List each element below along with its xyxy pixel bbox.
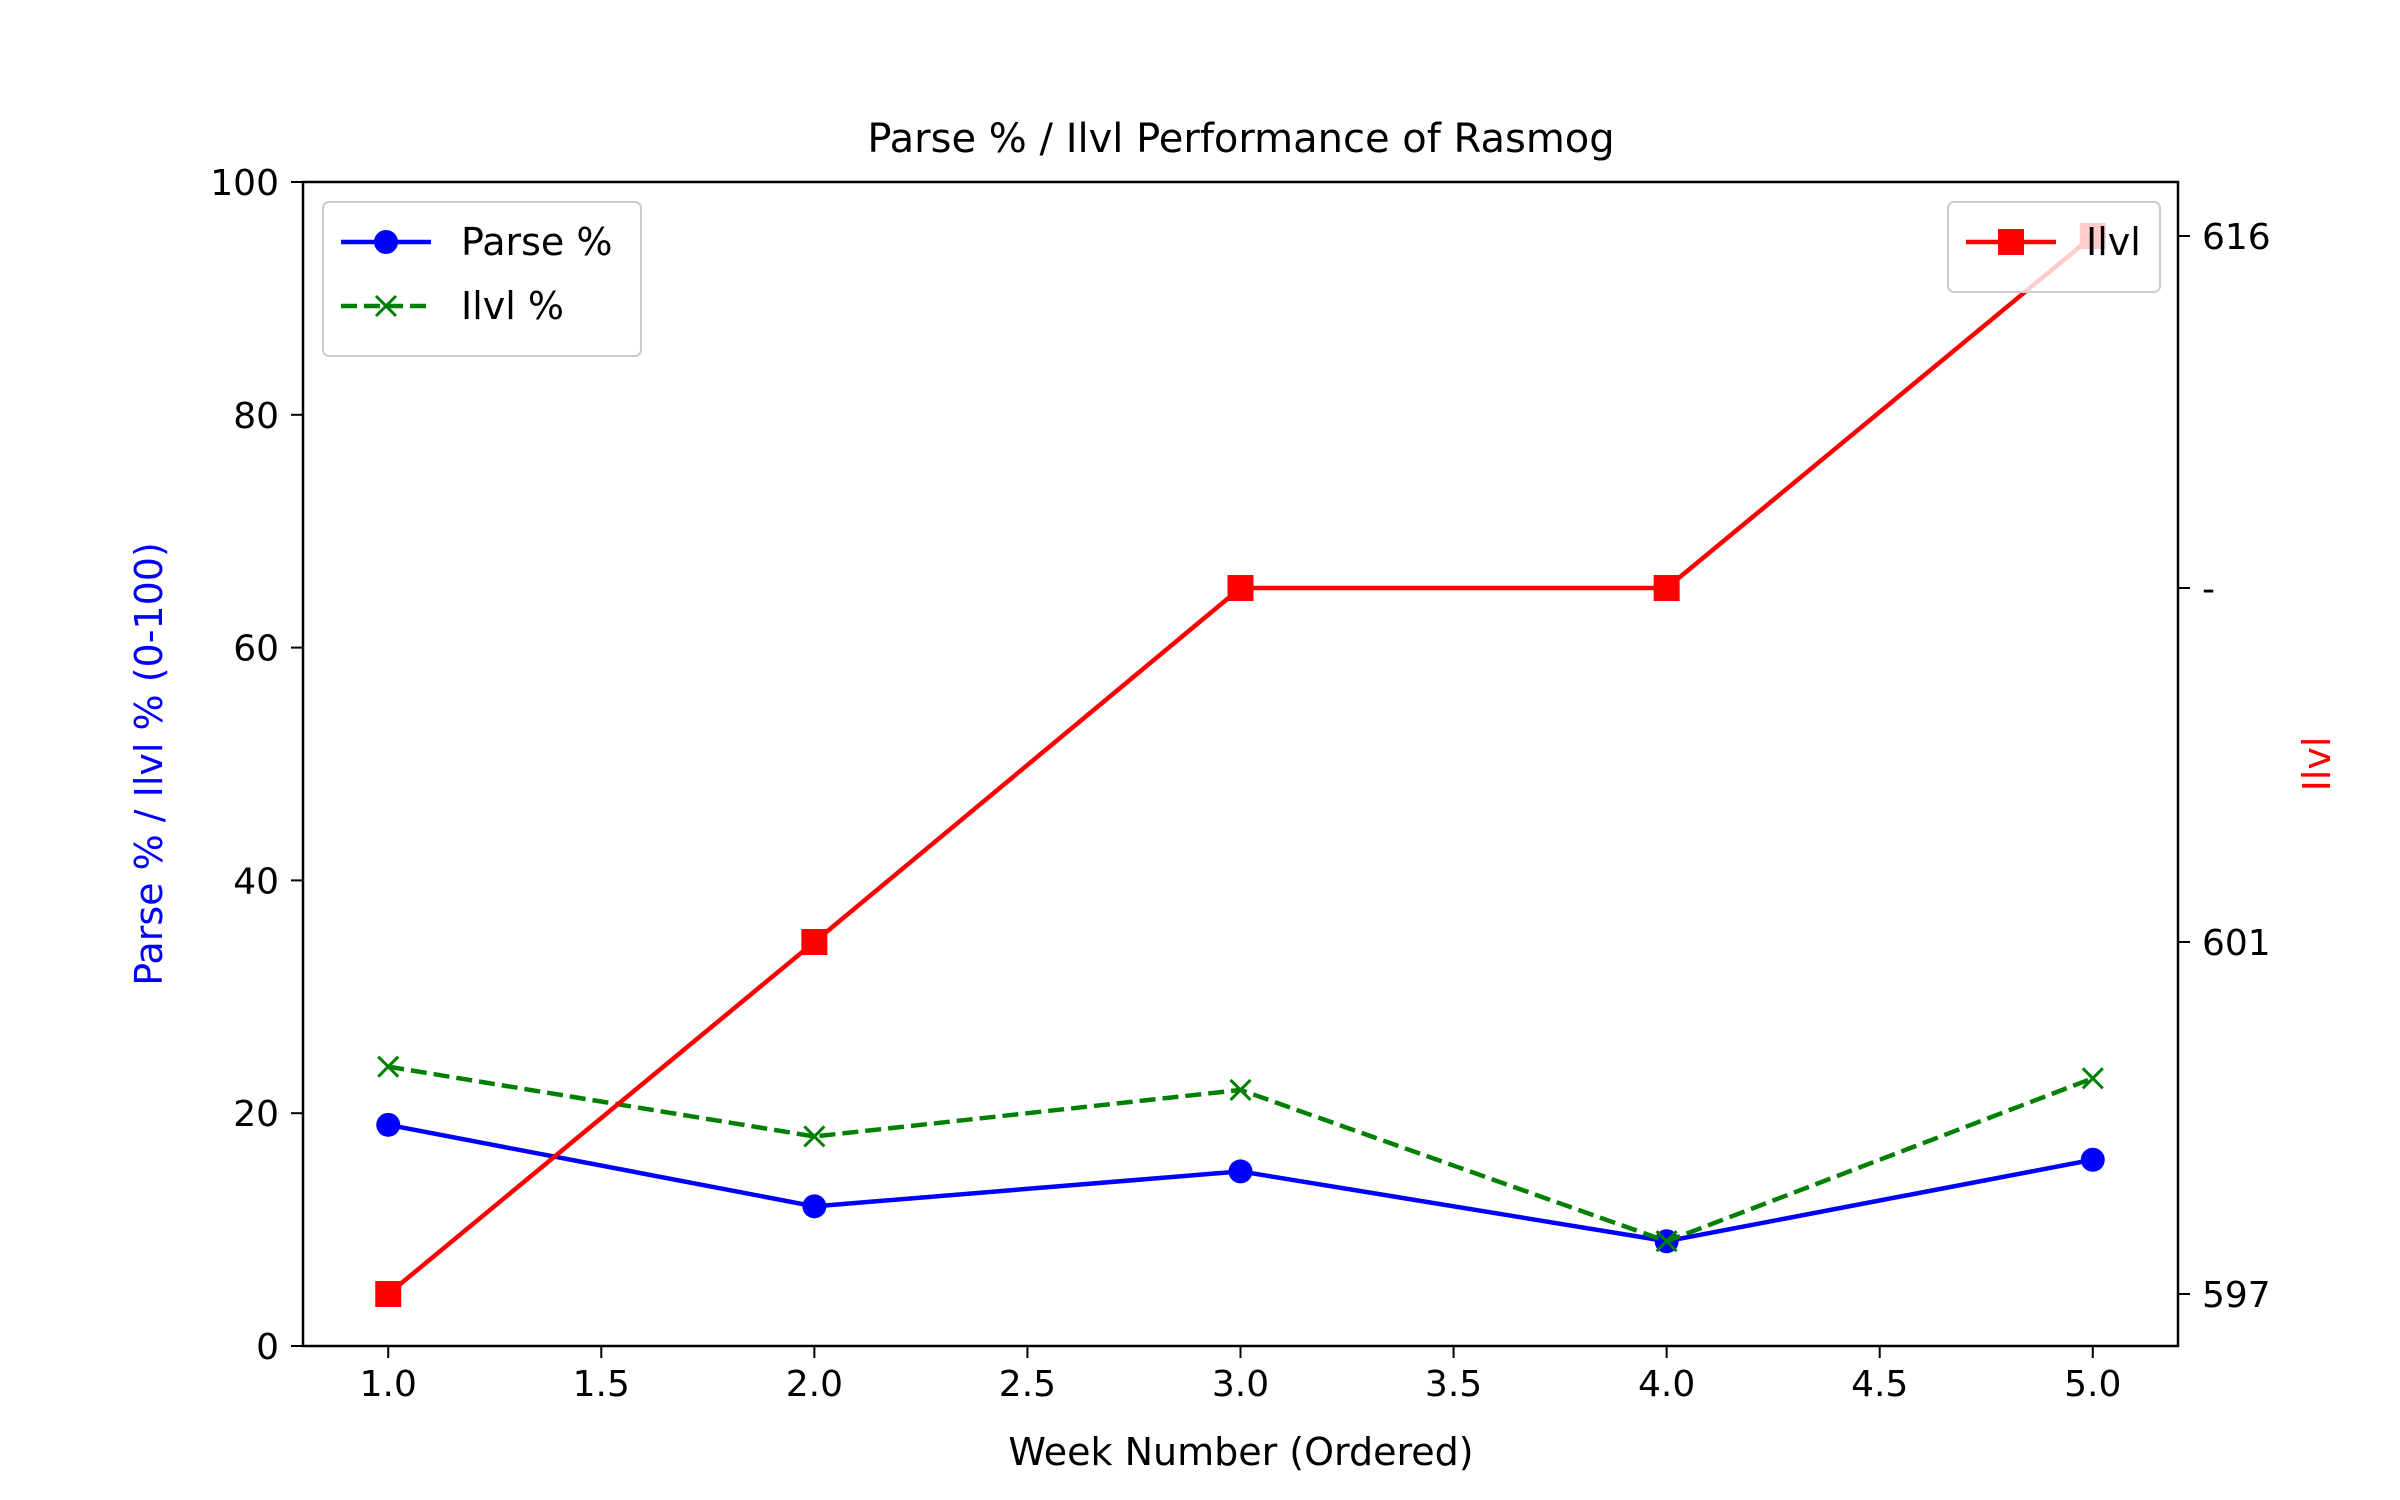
x-tick-label: 3.0	[1212, 1364, 1269, 1405]
y-axis-left-label: Parse % / Ilvl % (0-100)	[127, 542, 171, 986]
y-axis-right-label: Ilvl	[2295, 737, 2339, 792]
y-left-tick-label: 100	[210, 163, 279, 204]
parse-pct-point	[1228, 1159, 1253, 1184]
ilvl-point	[375, 1281, 402, 1307]
y-right-tick-label: -	[2202, 569, 2215, 610]
y-right-tick-label: 601	[2202, 923, 2271, 964]
x-tick-label: 3.5	[1425, 1364, 1482, 1405]
ilvl-pct-point	[803, 1125, 826, 1148]
x-tick-label: 2.0	[786, 1364, 843, 1405]
ilvl-pct-point	[1655, 1230, 1678, 1253]
legend-box	[1947, 201, 2161, 293]
x-tick-label: 1.5	[573, 1364, 630, 1405]
legend-label: Ilvl %	[461, 284, 564, 328]
parse-pct-point	[2080, 1147, 2105, 1172]
ilvl-pct-point	[1229, 1078, 1252, 1101]
ilvl-point	[1227, 575, 1254, 601]
x-axis-label: Week Number (Ordered)	[1008, 1430, 1473, 1474]
legend-marker	[1998, 229, 2024, 255]
y-axis-left-ticks: 0 20 40 60 80 100	[210, 163, 303, 1368]
legend-label: Parse %	[461, 220, 612, 264]
y-left-tick-label: 60	[233, 629, 279, 670]
x-tick-label: 2.5	[999, 1364, 1056, 1405]
parse-pct-point	[802, 1194, 827, 1219]
legend-right: Ilvl	[1947, 201, 2161, 293]
y-left-tick-label: 0	[256, 1327, 279, 1368]
y-right-tick-label: 616	[2202, 217, 2271, 258]
x-axis-ticks: 1.0 1.5 2.0 2.5 3.0 3.5 4.0 4.5 5.0	[360, 1346, 2121, 1405]
x-tick-label: 1.0	[360, 1364, 417, 1405]
parse-pct-point	[376, 1112, 401, 1137]
legend-label: Ilvl	[2086, 220, 2141, 264]
y-left-tick-label: 80	[233, 396, 279, 437]
x-tick-label: 4.0	[1638, 1364, 1695, 1405]
legend-marker	[374, 294, 398, 318]
chart-title: Parse % / Ilvl Performance of Rasmog	[867, 116, 1614, 162]
ilvl-pct-series	[377, 1055, 2104, 1253]
ilvl-point	[801, 929, 828, 955]
x-tick-label: 4.5	[1851, 1364, 1908, 1405]
ilvl-point	[1653, 575, 1680, 601]
y-axis-right-ticks: 597 601 - 616	[2178, 217, 2271, 1316]
ilvl-pct-point	[377, 1055, 400, 1078]
legend-left: Parse % Ilvl %	[322, 201, 642, 357]
y-left-tick-label: 40	[233, 861, 279, 902]
y-right-tick-label: 597	[2202, 1275, 2271, 1316]
x-tick-label: 5.0	[2064, 1364, 2121, 1405]
y-left-tick-label: 20	[233, 1094, 279, 1135]
ilvl-pct-point	[2081, 1067, 2104, 1090]
legend-marker	[374, 230, 398, 254]
